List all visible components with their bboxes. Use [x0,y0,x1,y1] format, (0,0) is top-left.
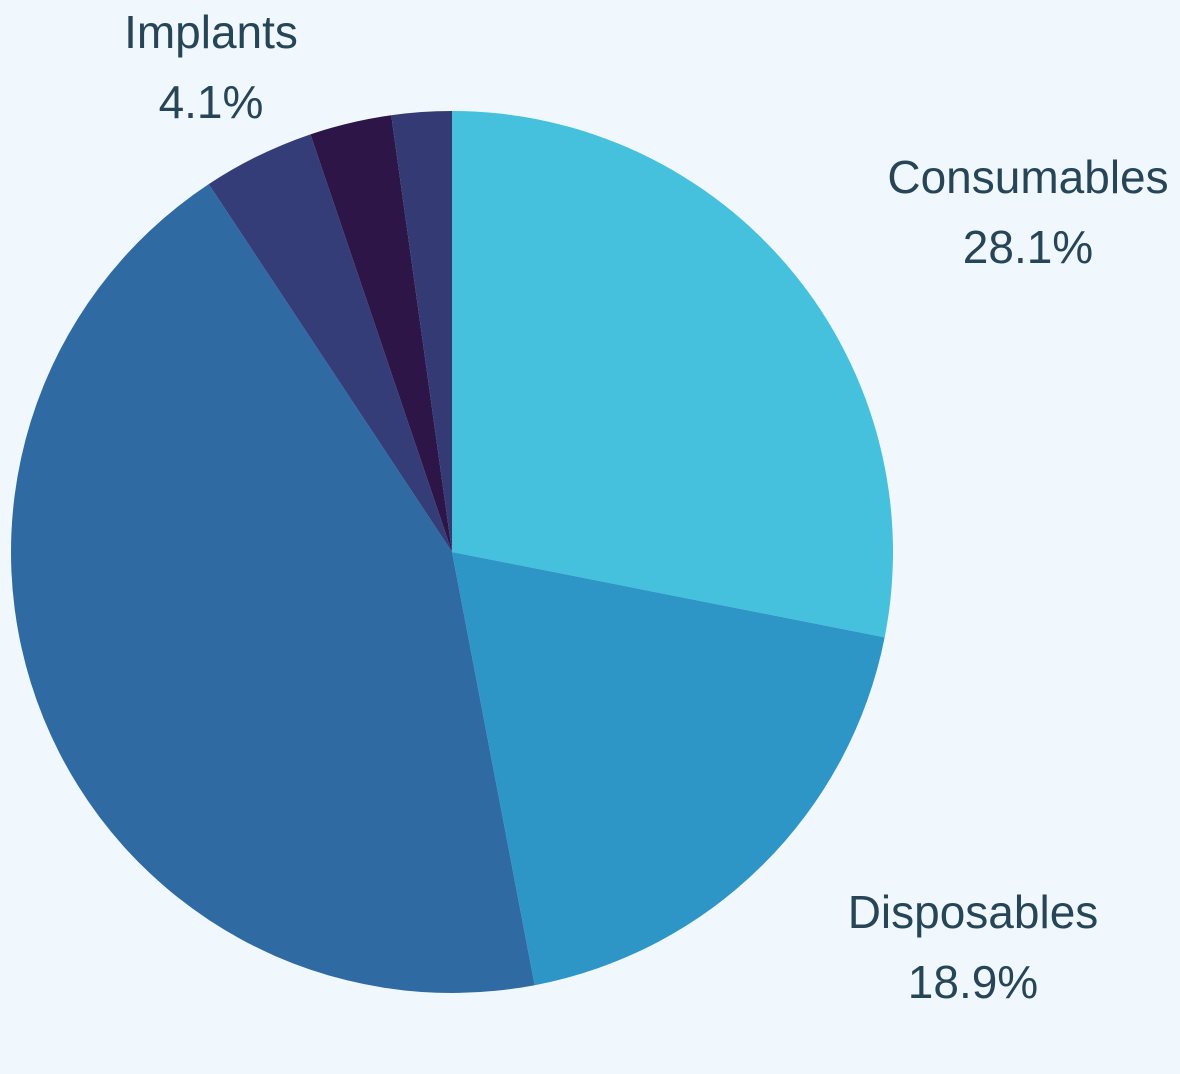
pie-slice [11,184,535,994]
value-label: 4.1% [158,76,264,128]
pie-slice [208,134,452,552]
slice-label: Implants [124,6,298,58]
value-label: 28.1% [962,221,1094,273]
pie-slice [310,115,452,552]
pie-slice [452,111,893,638]
slice-label: Disposables [847,886,1099,938]
pie-slice [452,552,885,986]
pie-slice [391,111,452,552]
value-label: 18.9% [907,956,1039,1008]
slice-label: Consumables [887,151,1169,203]
